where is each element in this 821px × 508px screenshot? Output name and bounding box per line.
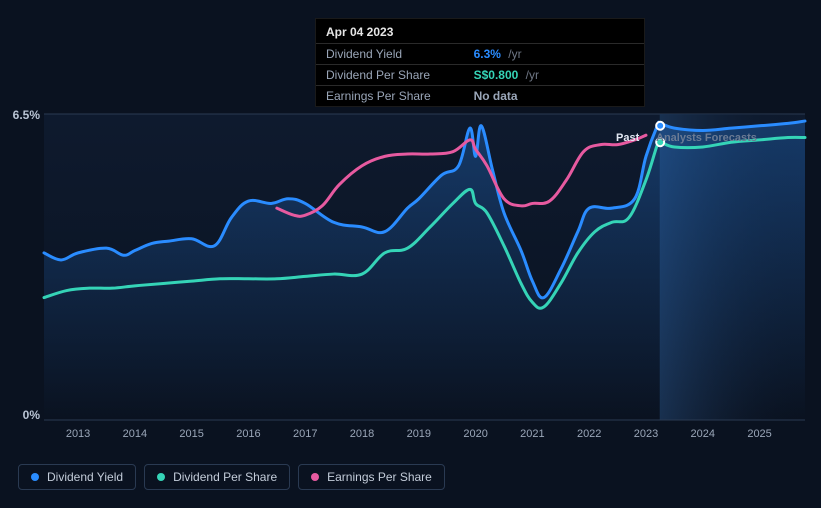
x-axis-year-label: 2015 xyxy=(179,428,203,440)
tooltip-row-value: No data xyxy=(464,86,644,107)
y-axis-min-label: 0% xyxy=(2,408,40,422)
x-axis-year-label: 2021 xyxy=(520,428,544,440)
tooltip-row: Dividend Yield6.3% /yr xyxy=(316,44,644,65)
chart-legend: Dividend Yield Dividend Per Share Earnings… xyxy=(18,464,445,490)
x-axis-year-label: 2019 xyxy=(407,428,431,440)
legend-item-label: Earnings Per Share xyxy=(327,470,432,484)
x-axis-year-label: 2023 xyxy=(634,428,658,440)
forecast-label: Analysts Forecasts xyxy=(656,132,757,144)
x-axis-year-label: 2018 xyxy=(350,428,374,440)
end-marker-dividend_yield xyxy=(656,122,664,130)
x-axis-year-label: 2013 xyxy=(66,428,90,440)
past-label: Past xyxy=(616,132,639,144)
legend-item[interactable]: Dividend Yield xyxy=(18,464,136,490)
legend-item[interactable]: Dividend Per Share xyxy=(144,464,290,490)
x-axis-year-label: 2024 xyxy=(691,428,715,440)
x-axis-year-label: 2022 xyxy=(577,428,601,440)
x-axis-year-label: 2025 xyxy=(747,428,771,440)
tooltip-row-label: Dividend Yield xyxy=(316,44,464,65)
chart-tooltip: Apr 04 2023 Dividend Yield6.3% /yrDivide… xyxy=(315,18,645,107)
tooltip-date: Apr 04 2023 xyxy=(316,25,644,43)
legend-item-label: Dividend Per Share xyxy=(173,470,277,484)
tooltip-row-value: 6.3% /yr xyxy=(464,44,644,65)
dividend-chart-panel: { "layout": { "width": 821, "height": 50… xyxy=(0,0,821,508)
x-axis-year-label: 2014 xyxy=(123,428,147,440)
legend-dot-icon xyxy=(31,473,39,481)
tooltip-table: Dividend Yield6.3% /yrDividend Per Share… xyxy=(316,43,644,106)
x-axis-year-label: 2017 xyxy=(293,428,317,440)
legend-dot-icon xyxy=(311,473,319,481)
tooltip-row-label: Earnings Per Share xyxy=(316,86,464,107)
tooltip-row: Earnings Per ShareNo data xyxy=(316,86,644,107)
legend-item-label: Dividend Yield xyxy=(47,470,123,484)
legend-dot-icon xyxy=(157,473,165,481)
y-axis-max-label: 6.5% xyxy=(2,108,40,122)
tooltip-row-value: S$0.800 /yr xyxy=(464,65,644,86)
tooltip-row: Dividend Per ShareS$0.800 /yr xyxy=(316,65,644,86)
legend-item[interactable]: Earnings Per Share xyxy=(298,464,445,490)
tooltip-row-label: Dividend Per Share xyxy=(316,65,464,86)
x-axis-year-label: 2020 xyxy=(463,428,487,440)
x-axis-year-label: 2016 xyxy=(236,428,260,440)
